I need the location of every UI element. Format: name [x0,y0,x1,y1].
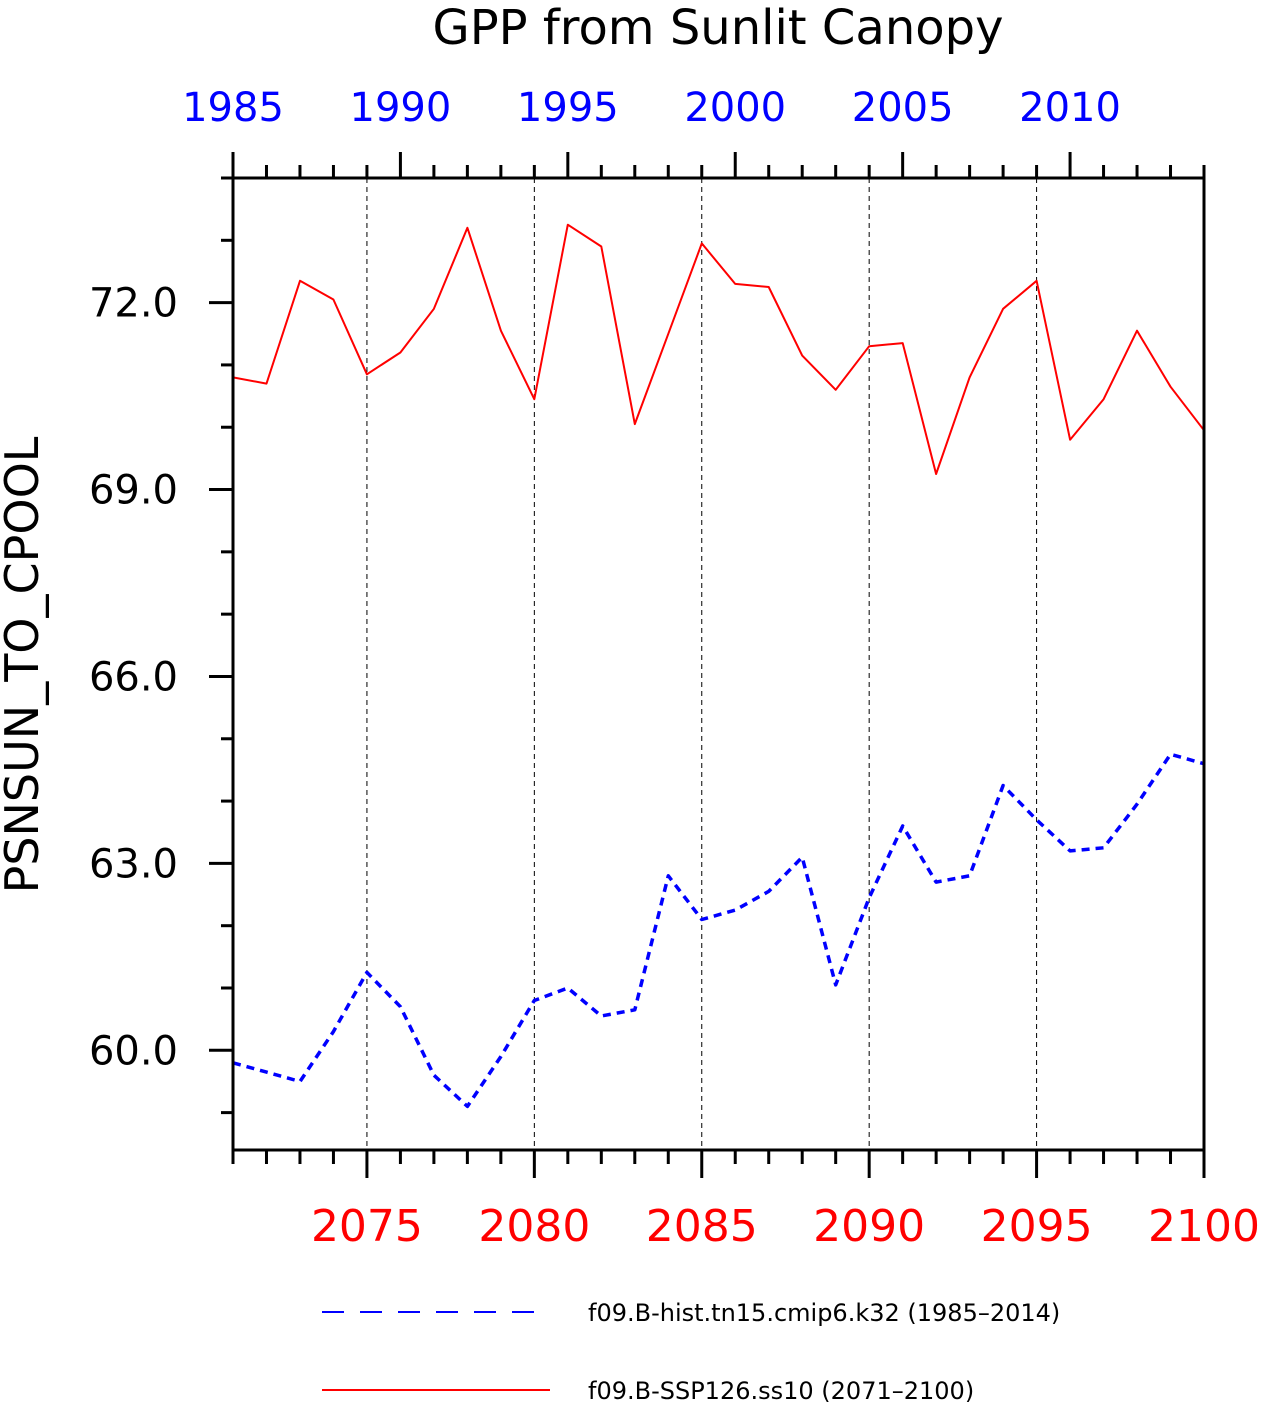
bottom-axis-tick-label: 2075 [311,1201,423,1252]
bottom-axis-tick-label: 2100 [1148,1201,1260,1252]
series-layer [232,223,1205,1109]
top-axis-tick-label: 1990 [350,85,452,131]
bottom-axis-tick-label: 2090 [813,1201,925,1252]
series-line-ssp126 [232,223,1205,475]
plot-frame [231,176,1206,1152]
chart-title: GPP from Sunlit Canopy [433,0,1004,56]
y-axis-tick-label: 60.0 [89,1028,178,1074]
top-axis-tick-label: 2005 [852,85,954,131]
axis-ticks [209,152,1206,1178]
bottom-axis-tick-label: 2080 [478,1201,590,1252]
top-axis-tick-label: 2000 [684,85,786,131]
series-line-hist [232,752,1205,1109]
grid-lines [366,178,1038,1150]
top-axis-tick-label: 2010 [1019,85,1121,131]
axis-tick-labels: 2075 2080 2085 2090 2095 2100 1985 1990 1995 2000… [89,85,1260,1252]
y-axis-tick-label: 66.0 [89,654,178,700]
y-axis-tick-label: 63.0 [89,841,178,887]
y-axis-label: PSNSUN_TO_CPOOL [0,436,49,893]
legend: f09.B-hist.tn15.cmip6.k32 (1985–2014) f0… [322,1299,1060,1405]
top-axis-tick-label: 1985 [182,85,284,131]
y-axis-tick-label: 69.0 [89,468,178,514]
legend-label-hist: f09.B-hist.tn15.cmip6.k32 (1985–2014) [588,1299,1060,1327]
top-axis-tick-label: 1995 [517,85,619,131]
bottom-axis-tick-label: 2095 [981,1201,1093,1252]
bottom-axis-tick-label: 2085 [646,1201,758,1252]
y-axis-tick-label: 72.0 [89,281,178,327]
legend-label-ssp: f09.B-SSP126.ss10 (2071–2100) [588,1377,974,1405]
